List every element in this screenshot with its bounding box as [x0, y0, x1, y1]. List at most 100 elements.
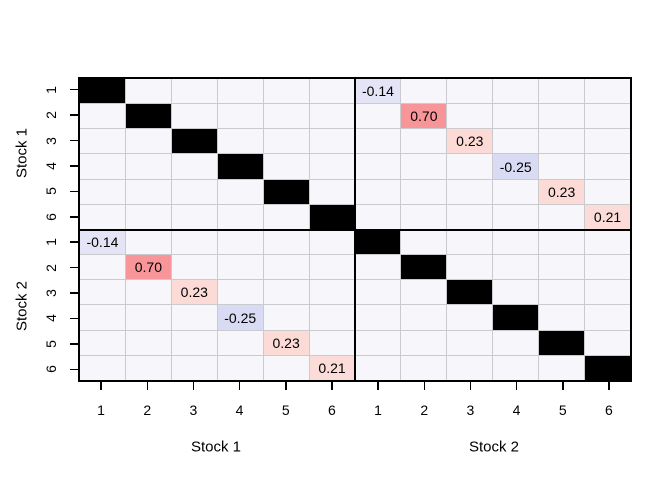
y-axis-title-stock1: Stock 1	[13, 127, 31, 179]
empty-cell	[263, 154, 309, 179]
y-axis-tick-label: 5	[43, 187, 59, 196]
empty-cell	[80, 179, 125, 204]
empty-cell	[401, 129, 447, 154]
empty-cell	[585, 330, 630, 355]
empty-cell	[401, 305, 447, 330]
empty-cell	[80, 280, 125, 305]
empty-cell	[585, 179, 630, 204]
y-axis-tick-label: 5	[43, 339, 59, 348]
self-correlation-cell	[125, 104, 171, 129]
cross-correlation-cell: -0.14	[80, 229, 125, 255]
cross-correlation-cell: 0.23	[447, 129, 493, 154]
y-axis-tick-label: 4	[43, 314, 59, 323]
y-axis-tick-label: 6	[43, 212, 59, 221]
empty-cell	[447, 79, 493, 104]
empty-cell	[217, 330, 263, 355]
empty-cell	[309, 229, 355, 255]
empty-cell	[125, 204, 171, 229]
empty-cell	[585, 280, 630, 305]
self-correlation-cell	[171, 129, 217, 154]
x-axis-tick-label: 6	[605, 402, 613, 418]
self-correlation-cell	[309, 204, 355, 229]
empty-cell	[493, 255, 539, 280]
empty-cell	[539, 104, 585, 129]
cross-correlation-cell: 0.23	[539, 179, 585, 204]
empty-cell	[539, 355, 585, 380]
x-axis-tick	[562, 382, 564, 390]
empty-cell	[263, 305, 309, 330]
empty-cell	[493, 79, 539, 104]
empty-cell	[447, 330, 493, 355]
quadrant-divider-horizontal	[80, 228, 630, 231]
empty-cell	[355, 204, 401, 229]
y-axis-tick-label: 3	[43, 289, 59, 297]
empty-cell	[309, 79, 355, 104]
y-axis-tick	[70, 139, 78, 142]
empty-cell	[171, 229, 217, 255]
x-axis-tick-label: 1	[374, 402, 382, 418]
empty-cell	[539, 255, 585, 280]
empty-cell	[493, 204, 539, 229]
x-axis-tick	[469, 382, 472, 390]
y-axis-tick	[70, 266, 78, 269]
empty-cell	[80, 255, 125, 280]
x-axis-tick-label: 3	[466, 402, 475, 418]
empty-cell	[493, 355, 539, 380]
empty-cell	[263, 129, 309, 154]
empty-cell	[539, 129, 585, 154]
x-axis-tick	[377, 382, 379, 390]
y-axis-tick	[70, 165, 78, 167]
cross-correlation-cell: -0.25	[217, 305, 263, 330]
empty-cell	[493, 129, 539, 154]
empty-cell	[355, 104, 401, 129]
empty-cell	[355, 280, 401, 305]
empty-cell	[585, 229, 630, 255]
empty-cell	[80, 154, 125, 179]
empty-cell	[355, 129, 401, 154]
empty-cell	[171, 204, 217, 229]
x-axis-tick-label: 3	[189, 402, 198, 418]
y-axis-tick	[70, 241, 78, 243]
cross-correlation-cell: -0.25	[493, 154, 539, 179]
x-axis-tick	[192, 382, 195, 390]
empty-cell	[447, 305, 493, 330]
empty-cell	[125, 229, 171, 255]
empty-cell	[263, 229, 309, 255]
empty-cell	[263, 79, 309, 104]
x-axis-tick	[100, 382, 102, 390]
x-axis-tick-label: 5	[558, 402, 567, 418]
empty-cell	[217, 255, 263, 280]
plot-area: -0.14 0.70 0.23 -0.25 0.23 0.21 -0.14 0.70 0.23-…	[78, 77, 632, 382]
empty-cell	[493, 229, 539, 255]
y-axis-tick-label: 6	[43, 365, 59, 374]
empty-cell	[447, 355, 493, 380]
empty-cell	[585, 104, 630, 129]
x-axis-tick	[608, 382, 610, 390]
empty-cell	[447, 154, 493, 179]
y-axis-tick	[70, 190, 78, 193]
empty-cell	[263, 104, 309, 129]
empty-cell	[539, 280, 585, 305]
empty-cell	[309, 330, 355, 355]
x-axis-tick	[285, 382, 287, 390]
empty-cell	[585, 255, 630, 280]
empty-cell	[539, 204, 585, 229]
empty-cell	[493, 330, 539, 355]
empty-cell	[263, 204, 309, 229]
empty-cell	[217, 179, 263, 204]
empty-cell	[355, 330, 401, 355]
cross-correlation-cell: 0.21	[309, 355, 355, 380]
y-axis-tick-label: 4	[43, 162, 59, 170]
empty-cell	[80, 305, 125, 330]
empty-cell	[217, 229, 263, 255]
self-correlation-cell	[493, 305, 539, 330]
empty-cell	[539, 79, 585, 104]
y-axis-tick-label: 1	[43, 85, 59, 94]
empty-cell	[263, 355, 309, 380]
empty-cell	[217, 280, 263, 305]
x-axis-tick-label: 1	[97, 402, 105, 418]
empty-cell	[125, 129, 171, 154]
x-axis-title-stock2: Stock 2	[468, 438, 520, 456]
empty-cell	[80, 129, 125, 154]
